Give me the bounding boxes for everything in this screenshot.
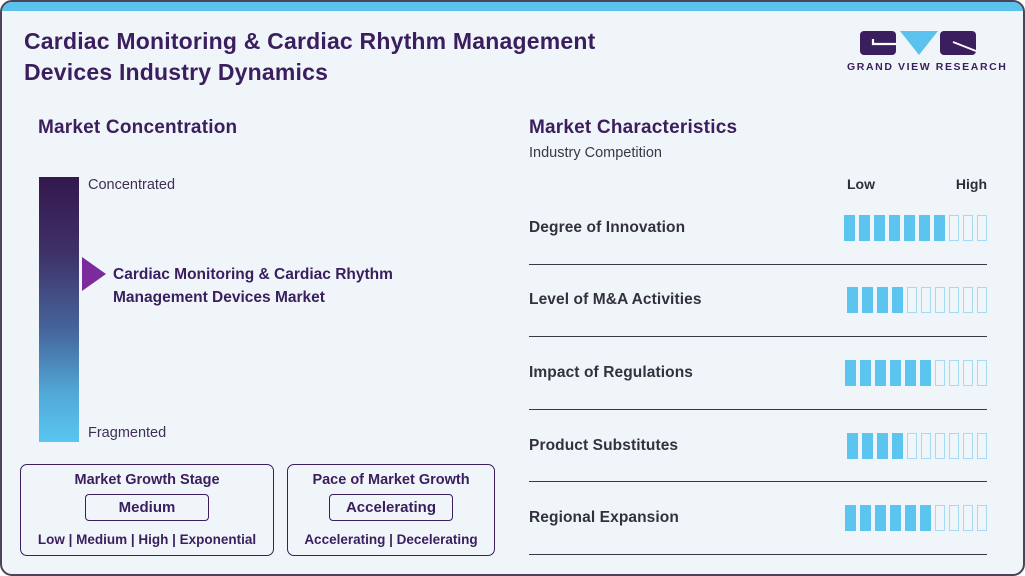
rating-tick-empty bbox=[935, 432, 945, 459]
scale-high-label: High bbox=[955, 176, 987, 192]
characteristic-row: Impact of Regulations bbox=[529, 337, 987, 410]
growth-stage-value-badge: Medium bbox=[85, 494, 209, 521]
market-characteristics-heading: Market Characteristics bbox=[529, 117, 738, 138]
rating-ticks bbox=[844, 214, 987, 241]
rating-tick-filled bbox=[877, 432, 888, 459]
characteristic-row: Level of M&A Activities bbox=[529, 265, 987, 338]
top-accent-bar bbox=[2, 2, 1023, 11]
market-position-arrow-icon bbox=[82, 257, 106, 291]
rating-tick-filled bbox=[920, 359, 931, 386]
rating-tick-filled bbox=[892, 287, 903, 314]
rating-tick-empty bbox=[949, 432, 959, 459]
rating-tick-empty bbox=[963, 432, 973, 459]
characteristic-label: Product Substitutes bbox=[529, 436, 679, 454]
rating-tick-filled bbox=[845, 359, 856, 386]
gvr-logo-marks bbox=[847, 31, 989, 55]
rating-tick-filled bbox=[860, 505, 871, 532]
industry-competition-subtitle: Industry Competition bbox=[529, 145, 662, 161]
rating-tick-filled bbox=[862, 432, 873, 459]
rating-tick-filled bbox=[905, 505, 916, 532]
concentration-gradient-bar bbox=[39, 177, 79, 442]
rating-tick-empty bbox=[907, 432, 917, 459]
growth-pace-options: Accelerating | Decelerating bbox=[304, 532, 478, 547]
rating-ticks bbox=[847, 432, 987, 459]
rating-tick-filled bbox=[847, 287, 858, 314]
rating-tick-filled bbox=[862, 287, 873, 314]
scale-header: Low High bbox=[529, 176, 987, 192]
fragmented-label: Fragmented bbox=[88, 425, 167, 441]
page-title-line1: Cardiac Monitoring & Cardiac Rhythm Mana… bbox=[24, 28, 596, 54]
market-concentration-heading: Market Concentration bbox=[38, 117, 238, 138]
rating-tick-empty bbox=[921, 287, 931, 314]
characteristic-row: Regional Expansion bbox=[529, 482, 987, 555]
growth-stage-options: Low | Medium | High | Exponential bbox=[37, 532, 257, 547]
rating-tick-empty bbox=[949, 214, 959, 241]
rating-tick-filled bbox=[934, 214, 945, 241]
page-title-line2: Devices Industry Dynamics bbox=[24, 59, 329, 85]
rating-tick-filled bbox=[845, 505, 856, 532]
rating-tick-filled bbox=[890, 505, 901, 532]
rating-tick-filled bbox=[847, 432, 858, 459]
rating-tick-empty bbox=[977, 505, 987, 532]
growth-pace-title: Pace of Market Growth bbox=[312, 472, 470, 488]
market-name-line1: Cardiac Monitoring & Cardiac Rhythm bbox=[113, 266, 393, 283]
pace-of-market-growth-box: Pace of Market Growth Accelerating Accel… bbox=[287, 464, 495, 556]
rating-tick-empty bbox=[977, 287, 987, 314]
characteristics-rows: Degree of Innovation Level of M&A Activi… bbox=[529, 192, 987, 555]
rating-tick-filled bbox=[875, 359, 886, 386]
characteristic-label: Impact of Regulations bbox=[529, 363, 694, 381]
rating-tick-filled bbox=[892, 432, 903, 459]
rating-tick-filled bbox=[844, 214, 855, 241]
rating-tick-empty bbox=[949, 359, 959, 386]
rating-tick-filled bbox=[889, 214, 900, 241]
market-name: Cardiac Monitoring & Cardiac Rhythm Mana… bbox=[113, 263, 393, 309]
growth-stage-title: Market Growth Stage bbox=[74, 472, 220, 488]
rating-tick-empty bbox=[935, 287, 945, 314]
rating-tick-empty bbox=[907, 287, 917, 314]
rating-tick-filled bbox=[905, 359, 916, 386]
rating-tick-empty bbox=[963, 505, 973, 532]
grand-view-research-logo: GRAND VIEW RESEARCH bbox=[847, 31, 1008, 73]
rating-tick-filled bbox=[860, 359, 871, 386]
rating-tick-filled bbox=[919, 214, 930, 241]
rating-tick-empty bbox=[963, 287, 973, 314]
scale-low-label: Low bbox=[847, 176, 875, 192]
rating-tick-filled bbox=[890, 359, 901, 386]
characteristic-label: Level of M&A Activities bbox=[529, 291, 702, 309]
rating-tick-empty bbox=[949, 505, 959, 532]
rating-tick-empty bbox=[935, 359, 945, 386]
rating-tick-filled bbox=[859, 214, 870, 241]
rating-tick-empty bbox=[935, 505, 945, 532]
rating-tick-empty bbox=[977, 359, 987, 386]
rating-tick-empty bbox=[977, 432, 987, 459]
rating-tick-filled bbox=[877, 287, 888, 314]
rating-ticks bbox=[845, 505, 987, 532]
rating-ticks bbox=[845, 359, 987, 386]
rating-tick-filled bbox=[904, 214, 915, 241]
rating-tick-filled bbox=[920, 505, 931, 532]
market-name-line2: Management Devices Market bbox=[113, 289, 325, 306]
rating-tick-empty bbox=[977, 214, 987, 241]
gvr-wordmark: GRAND VIEW RESEARCH bbox=[847, 61, 1008, 73]
concentrated-label: Concentrated bbox=[88, 177, 176, 193]
rating-tick-empty bbox=[949, 287, 959, 314]
gvr-monogram-icon bbox=[860, 31, 976, 55]
page-title: Cardiac Monitoring & Cardiac Rhythm Mana… bbox=[24, 26, 596, 88]
rating-tick-filled bbox=[875, 505, 886, 532]
characteristic-row: Product Substitutes bbox=[529, 410, 987, 483]
market-growth-stage-box: Market Growth Stage Medium Low | Medium … bbox=[20, 464, 274, 556]
rating-tick-filled bbox=[874, 214, 885, 241]
rating-tick-empty bbox=[963, 214, 973, 241]
rating-tick-empty bbox=[963, 359, 973, 386]
characteristic-label: Degree of Innovation bbox=[529, 218, 686, 236]
characteristic-label: Regional Expansion bbox=[529, 509, 679, 527]
rating-ticks bbox=[847, 287, 987, 314]
characteristic-row: Degree of Innovation bbox=[529, 192, 987, 265]
rating-tick-empty bbox=[921, 432, 931, 459]
growth-pace-value-badge: Accelerating bbox=[329, 494, 453, 521]
